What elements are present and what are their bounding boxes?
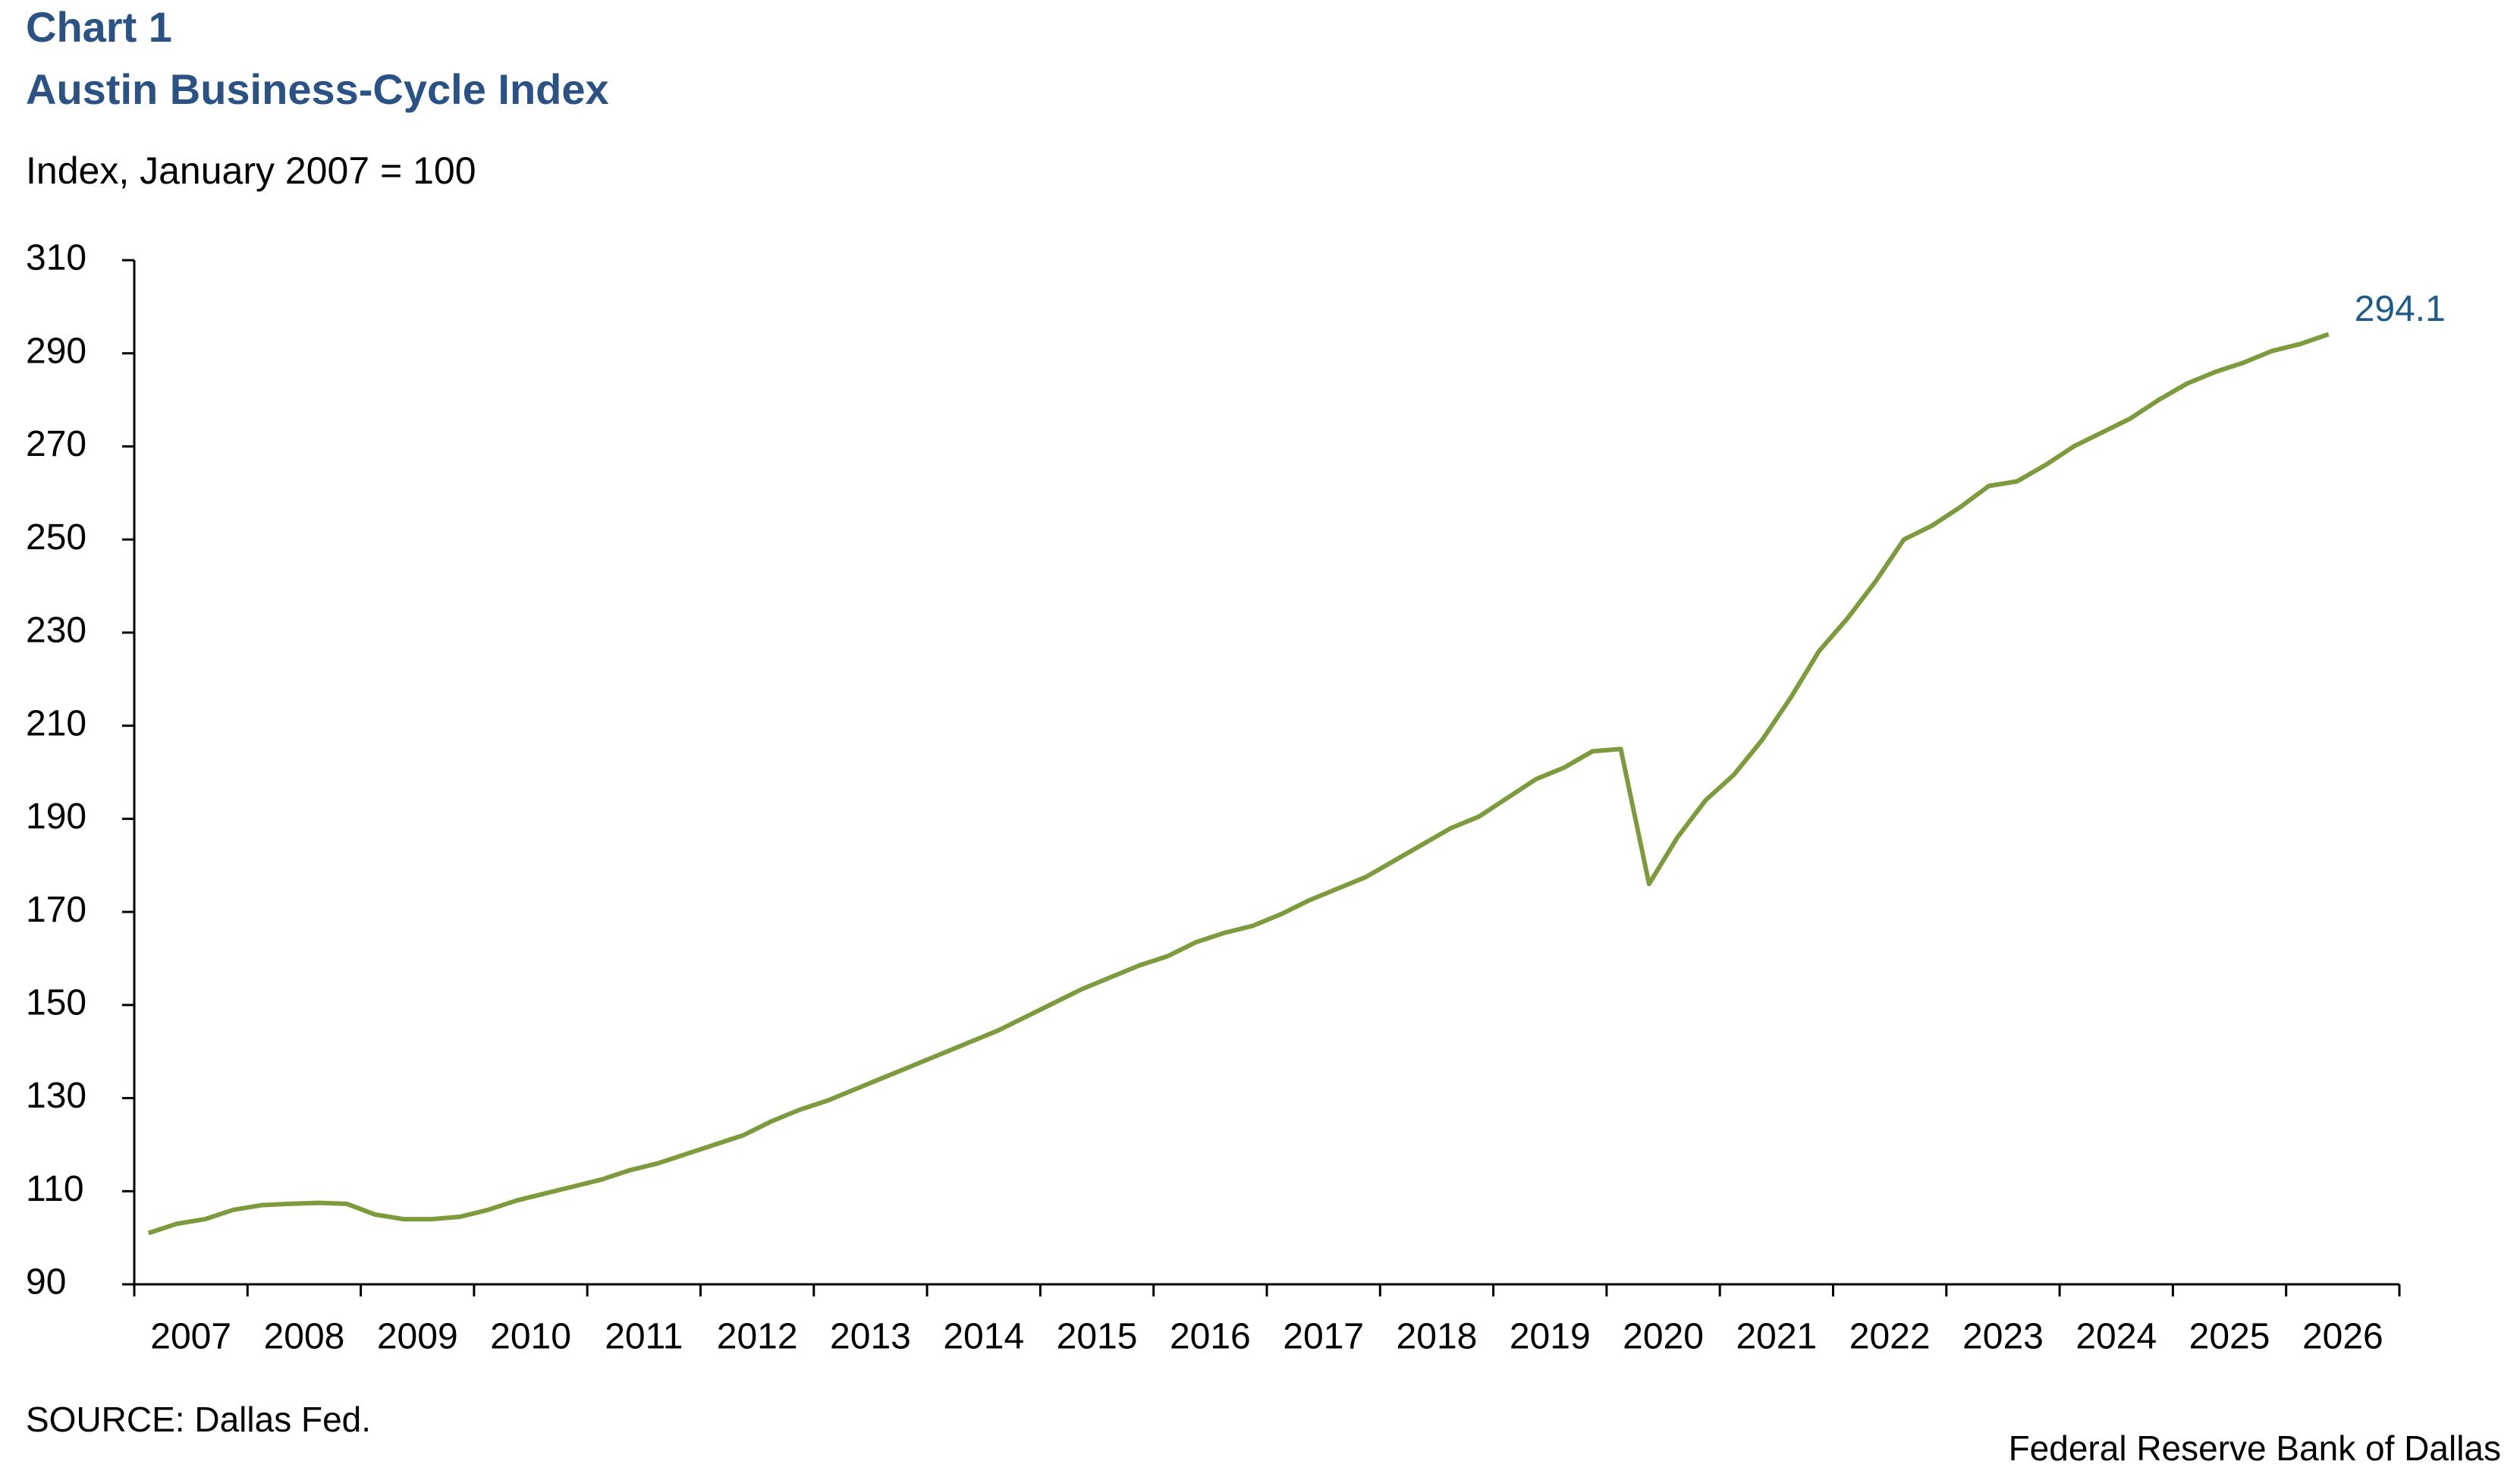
x-tick-label: 2008: [264, 1317, 345, 1357]
y-tick-label: 270: [26, 424, 86, 464]
x-tick-label: 2011: [605, 1317, 683, 1357]
x-tick-label: 2022: [1849, 1317, 1931, 1357]
y-tick-label: 210: [26, 703, 86, 743]
x-tick-label: 2024: [2075, 1317, 2157, 1357]
y-tick-label: 170: [26, 890, 86, 930]
x-tick-label: 2017: [1283, 1317, 1364, 1357]
source-note: SOURCE: Dallas Fed.: [26, 1400, 371, 1439]
x-tick-label: 2010: [490, 1317, 571, 1357]
x-tick-label: 2018: [1397, 1317, 1478, 1357]
chart-subtitle: Austin Business-Cycle Index: [26, 65, 609, 113]
y-tick-label: 290: [26, 331, 86, 371]
y-tick-label: 90: [26, 1262, 66, 1303]
y-tick-label: 110: [26, 1169, 84, 1209]
x-tick-label: 2021: [1736, 1317, 1817, 1357]
x-tick-label: 2025: [2189, 1317, 2270, 1357]
y-tick-label: 250: [26, 517, 86, 558]
y-tick-label: 230: [26, 611, 86, 651]
x-tick-label: 2019: [1510, 1317, 1591, 1357]
x-tick-label: 2013: [830, 1317, 911, 1357]
x-tick-label: 2023: [1962, 1317, 2044, 1357]
y-tick-label: 130: [26, 1076, 86, 1116]
y-tick-label: 310: [26, 238, 86, 278]
x-tick-label: 2016: [1170, 1317, 1251, 1357]
y-axis-label: Index, January 2007 = 100: [26, 149, 476, 192]
credit: Federal Reserve Bank of Dallas: [2009, 1428, 2501, 1468]
x-tick-label: 2020: [1623, 1317, 1704, 1357]
x-tick-label: 2009: [377, 1317, 458, 1357]
chart-title: Chart 1: [26, 3, 172, 51]
x-tick-label: 2026: [2302, 1317, 2383, 1357]
y-tick-label: 150: [26, 982, 86, 1023]
data-line: [147, 332, 2330, 1236]
x-tick-label: 2014: [943, 1317, 1024, 1357]
y-tick-label: 190: [26, 797, 86, 837]
x-tick-label: 2012: [717, 1317, 798, 1357]
x-tick-label: 2007: [150, 1317, 231, 1357]
data-label: 294.1: [2355, 289, 2446, 329]
x-tick-label: 2015: [1057, 1317, 1138, 1357]
